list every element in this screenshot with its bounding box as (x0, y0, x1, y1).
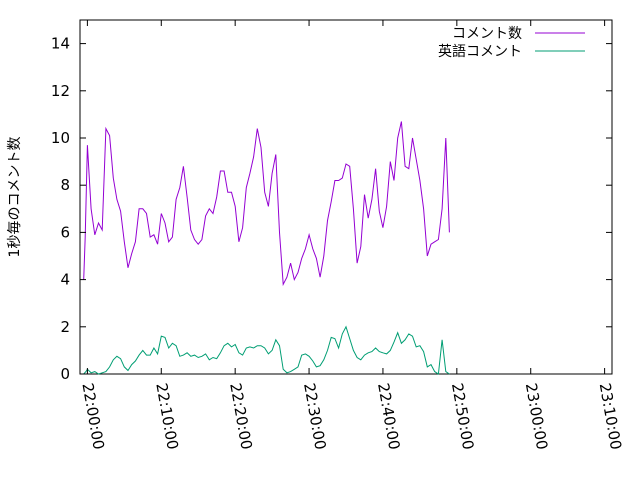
y-tick-label: 4 (60, 271, 70, 289)
y-tick-label: 8 (60, 176, 70, 194)
series-group (83, 121, 450, 375)
y-tick-label: 2 (60, 318, 70, 336)
legend-label-1: コメント数 (452, 26, 522, 42)
ticks-group: 0 2 4 6 8 10 12 14 22:00:00 22:10:00 22:20:00 22:30… (51, 20, 625, 451)
x-tick-label: 22:00:00 (78, 382, 107, 451)
plot-border (79, 19, 613, 375)
y-tick-label: 12 (51, 82, 70, 100)
x-tick-label: 23:00:00 (522, 382, 551, 451)
series-line-2 (83, 325, 450, 375)
y-tick-label: 0 (60, 365, 70, 383)
plot-frame-group (79, 19, 613, 375)
x-tick-label: 23:10:00 (596, 382, 625, 451)
x-tick-label: 22:10:00 (152, 382, 181, 451)
x-tick-label: 22:40:00 (374, 382, 403, 451)
y-tick-label: 14 (51, 35, 70, 53)
y-axis-label: 1秒毎のコメント数 (7, 137, 23, 258)
x-tick-label: 22:20:00 (226, 382, 255, 451)
series-line-1 (83, 121, 450, 287)
y-tick-label: 10 (51, 129, 70, 147)
legend-label-2: 英語コメント (438, 43, 522, 60)
x-tick-label: 22:50:00 (448, 382, 477, 451)
y-tick-label: 6 (60, 223, 70, 241)
x-tick-label: 22:30:00 (300, 382, 329, 451)
